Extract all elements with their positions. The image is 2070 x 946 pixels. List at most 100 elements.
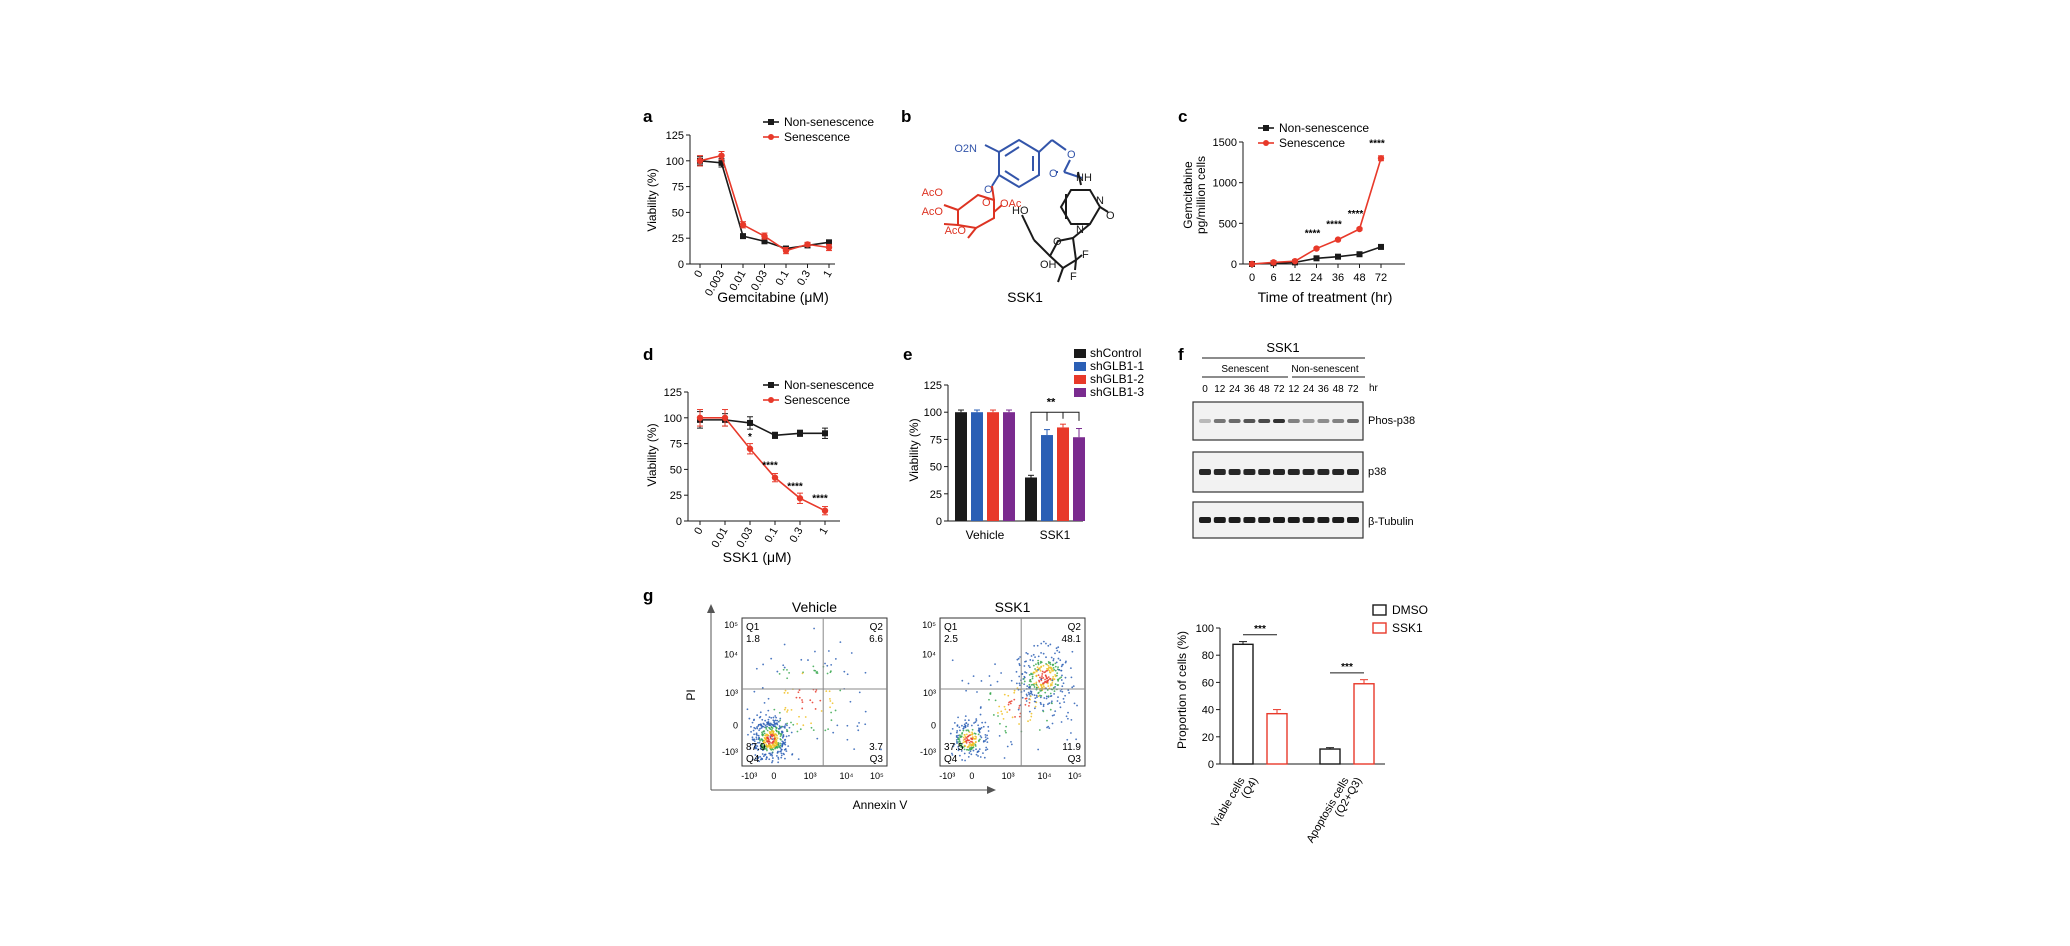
flow-event bbox=[826, 664, 829, 667]
flow-event bbox=[758, 741, 761, 744]
flow-event bbox=[1023, 683, 1026, 686]
data-point bbox=[746, 445, 754, 452]
flow-event bbox=[846, 724, 849, 727]
flow-frame bbox=[741, 617, 888, 767]
flow-event bbox=[974, 741, 977, 744]
flow-event bbox=[998, 705, 1001, 708]
flow-event bbox=[1027, 691, 1030, 694]
panel-c-gemcitabine-uptake: 0 500 1000 1500 0 6 12 24 36 48 72 Non-senescenceS… bbox=[1181, 121, 1405, 305]
legend-label: DMSO bbox=[1392, 603, 1428, 617]
flow-event bbox=[992, 714, 995, 716]
quadrant-name-q2: Q2 bbox=[1068, 622, 1082, 633]
flow-event bbox=[974, 743, 977, 746]
legend-label: shGLB1-1 bbox=[1090, 359, 1144, 373]
flow-event bbox=[1039, 676, 1041, 679]
flow-event bbox=[813, 627, 815, 630]
significance-marker: **** bbox=[787, 481, 803, 492]
flow-event bbox=[747, 733, 749, 736]
flow-event bbox=[1017, 657, 1020, 660]
flow-event bbox=[1040, 689, 1043, 692]
flow-event bbox=[782, 664, 785, 667]
flow-event bbox=[1057, 696, 1059, 699]
flow-event bbox=[1058, 651, 1061, 654]
flow-event bbox=[960, 750, 963, 752]
significance-marker: *** bbox=[1341, 662, 1353, 673]
flow-event bbox=[1054, 669, 1057, 672]
flow-event bbox=[1023, 677, 1025, 680]
flow-event bbox=[986, 734, 989, 737]
flow-event bbox=[1049, 708, 1052, 711]
flow-event bbox=[766, 746, 769, 749]
flow-event bbox=[768, 724, 770, 726]
blot-band bbox=[1243, 517, 1256, 523]
flow-event bbox=[766, 729, 769, 732]
flow-event bbox=[963, 733, 966, 736]
flow-event bbox=[982, 752, 984, 754]
flow-event bbox=[771, 727, 774, 729]
flow-event bbox=[1035, 669, 1038, 672]
flow-event bbox=[762, 749, 764, 752]
flow-event bbox=[776, 670, 779, 673]
quadrant-name-q3: Q3 bbox=[1068, 754, 1082, 765]
flow-event bbox=[798, 715, 800, 718]
flow-event bbox=[763, 732, 766, 735]
quadrant-value-q4: 37.5 bbox=[944, 742, 964, 753]
aryl-o-label: O bbox=[984, 184, 993, 196]
legend-swatch bbox=[1372, 622, 1387, 634]
flow-y-tick-label: 10³ bbox=[923, 688, 936, 698]
lane-label: 24 bbox=[1229, 384, 1241, 395]
flow-event bbox=[1047, 664, 1050, 667]
flow-event bbox=[971, 736, 974, 738]
flow-event bbox=[1053, 678, 1055, 681]
flow-event bbox=[768, 716, 771, 719]
flow-event bbox=[972, 744, 975, 747]
flow-event bbox=[1035, 701, 1038, 704]
flow-event bbox=[1053, 690, 1056, 692]
flow-event bbox=[967, 755, 970, 758]
flow-event bbox=[1025, 651, 1028, 654]
quadrant-value-q3: 3.7 bbox=[869, 742, 883, 753]
flow-event bbox=[951, 752, 953, 755]
flow-event bbox=[984, 721, 987, 724]
flow-event bbox=[761, 758, 764, 761]
flow-event bbox=[758, 723, 761, 726]
flow-event bbox=[864, 710, 867, 713]
flow-event bbox=[1033, 707, 1036, 710]
flow-event bbox=[961, 759, 964, 761]
benzyl-o-label: O bbox=[1067, 149, 1076, 161]
flow-event bbox=[1062, 682, 1065, 685]
flow-event bbox=[776, 746, 779, 749]
flow-event bbox=[953, 722, 956, 724]
flow-event bbox=[1073, 702, 1076, 705]
data-point bbox=[772, 432, 778, 439]
flow-event bbox=[783, 753, 785, 756]
x-tick-label: 36 bbox=[1332, 272, 1344, 284]
flow-event bbox=[776, 734, 778, 737]
legend-swatch bbox=[1074, 375, 1086, 384]
lane-label: 72 bbox=[1273, 384, 1285, 395]
flow-event bbox=[1013, 691, 1016, 694]
blot-band bbox=[1317, 517, 1330, 523]
flow-event bbox=[1046, 689, 1049, 691]
flow-event bbox=[1061, 690, 1064, 693]
significance-marker: ** bbox=[1047, 397, 1056, 409]
flow-event bbox=[764, 724, 767, 727]
flow-event bbox=[775, 755, 778, 757]
flow-event bbox=[786, 711, 788, 713]
flow-event bbox=[1040, 695, 1043, 697]
flow-event bbox=[770, 657, 773, 660]
blot-band bbox=[1317, 469, 1330, 475]
data-point bbox=[761, 232, 768, 240]
flow-event bbox=[1067, 689, 1070, 691]
data-point bbox=[718, 152, 725, 159]
flow-event bbox=[759, 711, 762, 714]
quadrant-value-q1: 1.8 bbox=[746, 634, 760, 645]
aco-label-2: AcO bbox=[922, 206, 944, 218]
flow-event bbox=[1023, 680, 1026, 683]
flow-event bbox=[1009, 702, 1012, 705]
flow-event bbox=[1048, 727, 1051, 730]
flow-event bbox=[1053, 693, 1055, 695]
flow-event bbox=[1058, 668, 1060, 671]
flow-event bbox=[758, 738, 761, 741]
flow-event bbox=[756, 714, 759, 717]
